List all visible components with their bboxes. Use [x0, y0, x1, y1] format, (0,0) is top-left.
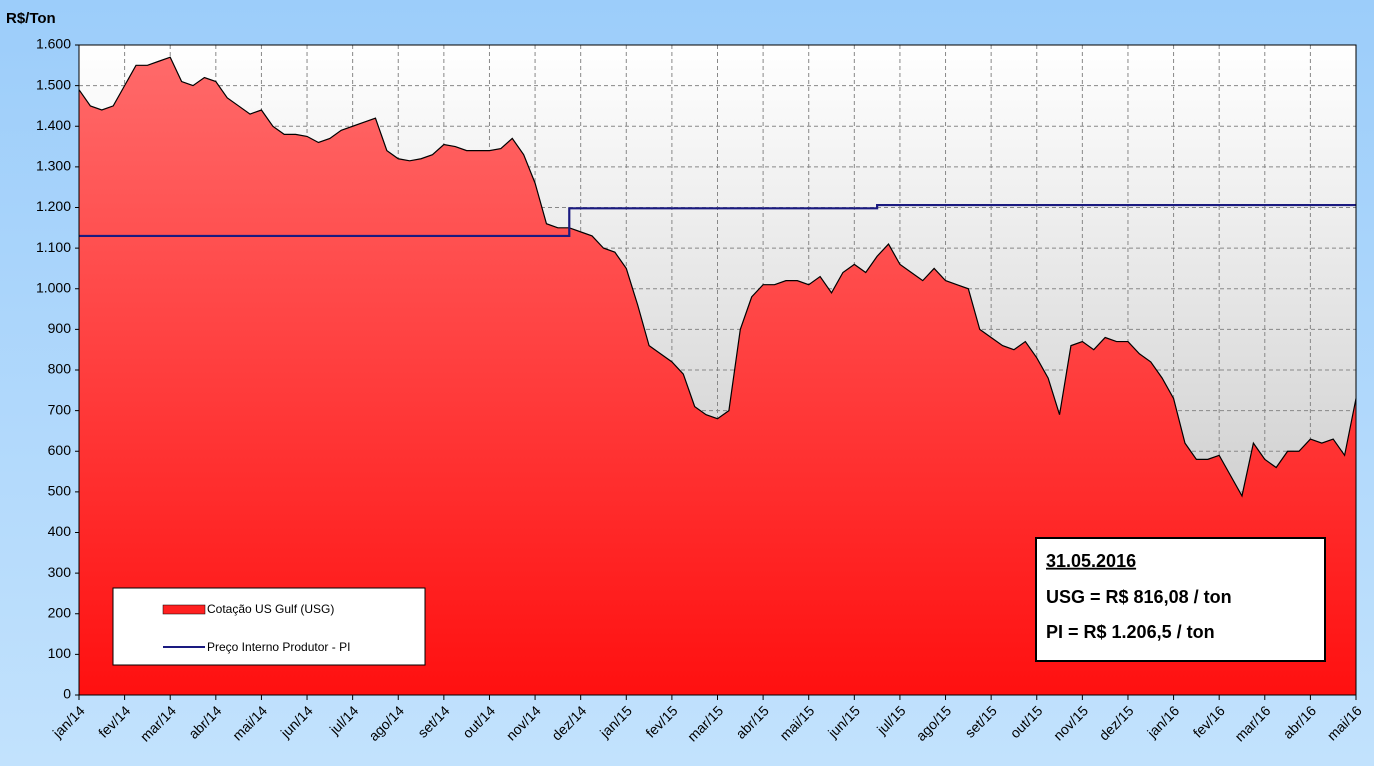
y-tick-label: 900: [48, 320, 72, 336]
y-tick-label: 100: [48, 645, 72, 661]
legend-label: Preço Interno Produtor - PI: [207, 640, 350, 654]
legend-box: [112, 587, 426, 666]
line: [79, 203, 1356, 238]
area: [79, 57, 1356, 695]
y-tick-label: 1.200: [36, 198, 71, 214]
annotation-text: USG = R$ 816,08 / ton: [1046, 587, 1232, 607]
y-tick-label: 1.000: [36, 279, 71, 295]
y-tick-label: 1.600: [36, 36, 71, 52]
annotation-date: 31.05.2016: [1046, 551, 1136, 571]
legend-label: Cotação US Gulf (USG): [207, 602, 334, 616]
y-tick-label: 300: [48, 564, 72, 580]
annotation-box: [1035, 537, 1326, 662]
y-axis-title: R$/Ton: [6, 10, 56, 27]
y-tick-label: 200: [48, 604, 72, 620]
legend: Cotação US Gulf (USG) Preço Interno Prod…: [112, 587, 426, 666]
y-tick-label: 1.300: [36, 158, 71, 174]
y-tick-label: 1.400: [36, 117, 71, 133]
y-tick-label: 700: [48, 401, 72, 417]
y-tick-label: 500: [48, 483, 72, 499]
y-tick-label: 600: [48, 442, 72, 458]
area-outline: [78, 56, 1357, 498]
y-tick-label: 1.500: [36, 76, 71, 92]
y-tick-label: 0: [63, 686, 71, 702]
annotation-text: PI = R$ 1.206,5 / ton: [1046, 622, 1215, 642]
annotation: 31.05.2016 USG = R$ 816,08 / ton PI = R$…: [1035, 537, 1326, 662]
y-tick-label: 400: [48, 523, 72, 539]
marks: [78, 56, 1357, 695]
legend-swatch: [162, 604, 206, 615]
y-tick-label: 1.100: [36, 239, 71, 255]
y-tick-label: 800: [48, 361, 72, 377]
